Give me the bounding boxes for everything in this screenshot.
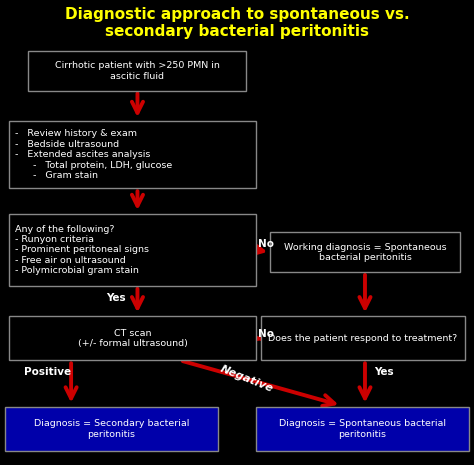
- Text: -   Review history & exam
-   Bedside ultrasound
-   Extended ascites analysis
 : - Review history & exam - Bedside ultras…: [15, 129, 173, 180]
- Text: Any of the following?
- Runyon criteria
- Prominent peritoneal signs
- Free air : Any of the following? - Runyon criteria …: [15, 225, 149, 275]
- Text: No: No: [258, 239, 274, 249]
- FancyBboxPatch shape: [9, 121, 256, 188]
- Text: Does the patient respond to treatment?: Does the patient respond to treatment?: [268, 334, 457, 343]
- FancyBboxPatch shape: [9, 214, 256, 286]
- FancyBboxPatch shape: [9, 316, 256, 360]
- Text: Diagnostic approach to spontaneous vs.
secondary bacterial peritonitis: Diagnostic approach to spontaneous vs. s…: [64, 7, 410, 40]
- FancyBboxPatch shape: [270, 232, 460, 272]
- Text: No: No: [258, 329, 274, 339]
- Text: Working diagnosis = Spontaneous
bacterial peritonitis: Working diagnosis = Spontaneous bacteria…: [283, 243, 447, 262]
- Text: Yes: Yes: [106, 292, 126, 303]
- Text: Diagnosis = Spontaneous bacterial
peritonitis: Diagnosis = Spontaneous bacterial perito…: [279, 419, 446, 438]
- Text: Cirrhotic patient with >250 PMN in
ascitic fluid: Cirrhotic patient with >250 PMN in ascit…: [55, 61, 220, 80]
- FancyBboxPatch shape: [28, 51, 246, 91]
- FancyBboxPatch shape: [261, 316, 465, 360]
- Text: CT scan
(+/- formal ultrasound): CT scan (+/- formal ultrasound): [78, 329, 188, 348]
- FancyBboxPatch shape: [5, 407, 218, 451]
- Text: Negative: Negative: [219, 364, 274, 394]
- FancyBboxPatch shape: [256, 407, 469, 451]
- Text: Positive: Positive: [24, 367, 71, 377]
- Text: Diagnosis = Secondary bacterial
peritonitis: Diagnosis = Secondary bacterial peritoni…: [34, 419, 189, 438]
- Text: Yes: Yes: [374, 367, 394, 377]
